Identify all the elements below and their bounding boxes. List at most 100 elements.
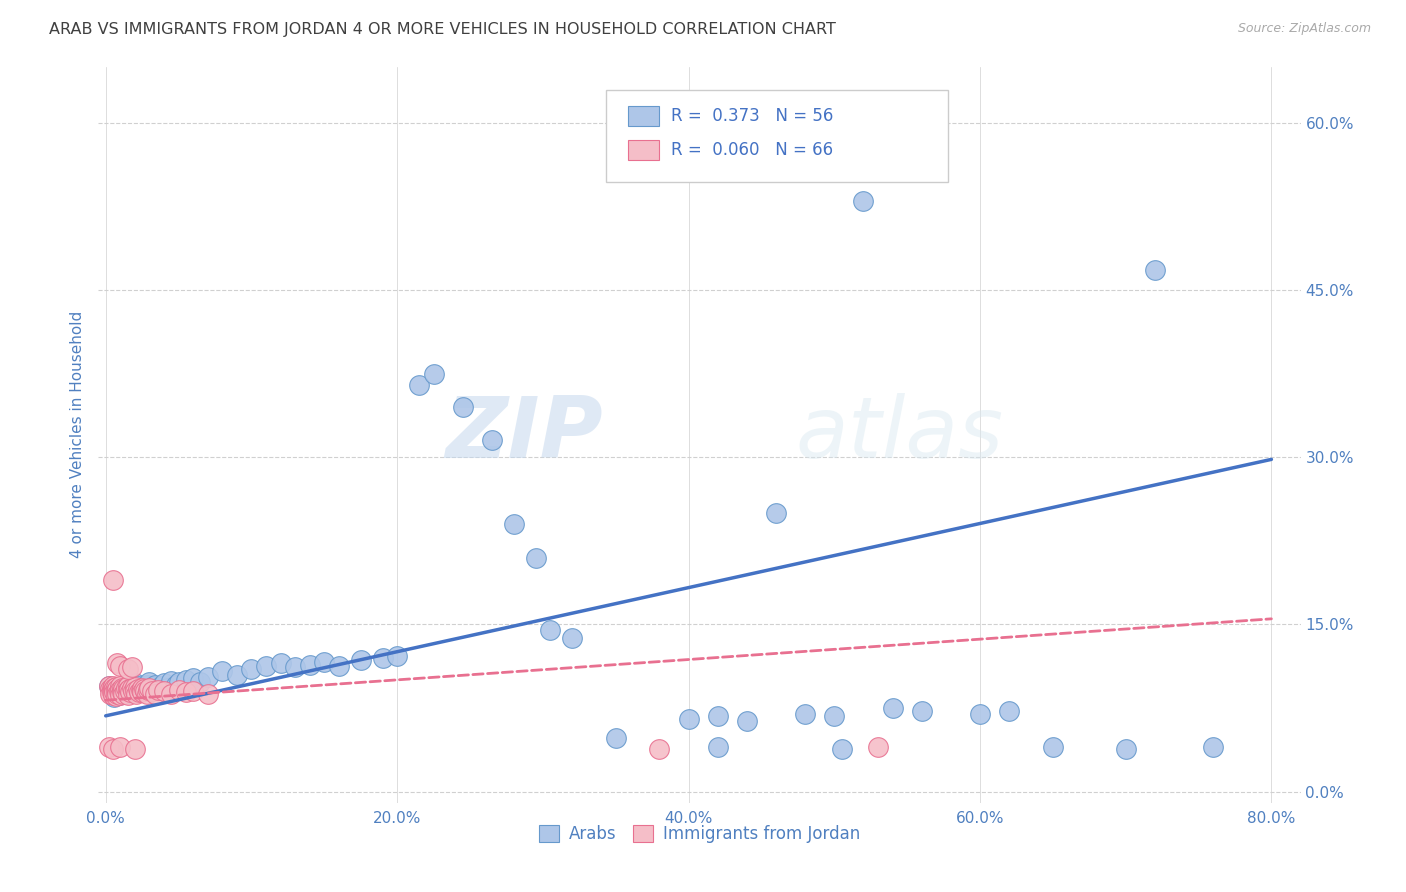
Point bbox=[127, 679, 149, 693]
Point bbox=[117, 679, 139, 693]
Point bbox=[648, 742, 671, 756]
Point bbox=[998, 705, 1021, 719]
Point bbox=[132, 681, 155, 696]
Point bbox=[1143, 262, 1166, 277]
Point bbox=[104, 687, 127, 701]
Point bbox=[103, 685, 125, 699]
Point bbox=[190, 675, 212, 690]
Point bbox=[143, 687, 166, 701]
Point bbox=[735, 714, 758, 729]
Point bbox=[114, 684, 136, 698]
Point bbox=[129, 683, 152, 698]
Point bbox=[105, 657, 128, 671]
Point bbox=[765, 506, 787, 520]
Point bbox=[111, 681, 134, 695]
Point bbox=[110, 658, 132, 673]
Point bbox=[385, 648, 408, 663]
Point bbox=[110, 740, 132, 755]
Point bbox=[706, 708, 728, 723]
Point bbox=[328, 658, 350, 673]
Point bbox=[115, 681, 138, 695]
Point bbox=[100, 681, 122, 695]
Point bbox=[350, 653, 373, 667]
Point bbox=[118, 681, 141, 696]
Point bbox=[1042, 740, 1064, 755]
Point bbox=[240, 662, 263, 676]
Point bbox=[794, 706, 817, 721]
Text: R =  0.060   N = 66: R = 0.060 N = 66 bbox=[671, 141, 832, 159]
Point bbox=[138, 681, 160, 695]
Point bbox=[160, 674, 183, 689]
Point bbox=[197, 687, 219, 701]
Point bbox=[160, 687, 183, 701]
Point bbox=[143, 678, 166, 692]
Point bbox=[97, 679, 120, 693]
Point bbox=[98, 681, 121, 696]
Point bbox=[211, 664, 233, 678]
Point bbox=[131, 685, 153, 699]
Point bbox=[110, 679, 132, 693]
Point bbox=[124, 676, 146, 690]
Point bbox=[167, 675, 190, 690]
Point bbox=[371, 651, 394, 665]
Point bbox=[104, 689, 127, 703]
Point bbox=[117, 683, 139, 698]
Point bbox=[121, 660, 143, 674]
Point bbox=[481, 434, 503, 448]
Point bbox=[101, 679, 124, 693]
Point bbox=[1115, 742, 1137, 756]
Point bbox=[1202, 740, 1225, 755]
Point bbox=[823, 708, 845, 723]
Point bbox=[124, 742, 146, 756]
Point bbox=[165, 678, 187, 692]
Text: Source: ZipAtlas.com: Source: ZipAtlas.com bbox=[1237, 22, 1371, 36]
Point bbox=[110, 683, 132, 698]
Point bbox=[314, 655, 336, 669]
Point bbox=[135, 678, 157, 692]
Point bbox=[127, 681, 149, 696]
Point bbox=[911, 705, 934, 719]
Point bbox=[110, 681, 132, 695]
Point bbox=[120, 685, 142, 699]
Point bbox=[103, 690, 125, 704]
Point bbox=[225, 667, 247, 681]
Point bbox=[852, 194, 875, 208]
Y-axis label: 4 or more Vehicles in Household: 4 or more Vehicles in Household bbox=[70, 311, 86, 558]
Point bbox=[298, 657, 321, 672]
Point bbox=[121, 685, 143, 699]
Point bbox=[524, 550, 547, 565]
Point bbox=[125, 687, 148, 701]
Point bbox=[122, 684, 145, 698]
Text: R =  0.373   N = 56: R = 0.373 N = 56 bbox=[671, 107, 832, 125]
Point bbox=[129, 681, 152, 695]
Point bbox=[134, 684, 156, 698]
Point bbox=[451, 400, 474, 414]
Point bbox=[100, 684, 122, 698]
Point bbox=[117, 684, 139, 698]
Point bbox=[112, 687, 135, 701]
Point bbox=[108, 684, 131, 698]
Point bbox=[101, 683, 124, 698]
Point bbox=[104, 684, 127, 698]
Point bbox=[105, 687, 128, 701]
Point bbox=[141, 680, 163, 694]
Point bbox=[118, 680, 141, 694]
Point bbox=[678, 712, 700, 726]
Point bbox=[181, 671, 204, 685]
Point bbox=[502, 517, 524, 532]
Point bbox=[131, 681, 153, 695]
Point bbox=[538, 623, 561, 637]
Point bbox=[254, 658, 277, 673]
Point bbox=[121, 681, 143, 695]
Point bbox=[146, 681, 169, 696]
Point bbox=[831, 742, 853, 756]
Point bbox=[167, 683, 190, 698]
Point bbox=[105, 681, 128, 696]
Point bbox=[605, 731, 627, 746]
Point bbox=[284, 660, 307, 674]
Text: atlas: atlas bbox=[796, 393, 1004, 476]
Point bbox=[104, 680, 127, 694]
Point bbox=[141, 684, 163, 698]
Point bbox=[103, 681, 125, 695]
Point bbox=[105, 681, 128, 696]
